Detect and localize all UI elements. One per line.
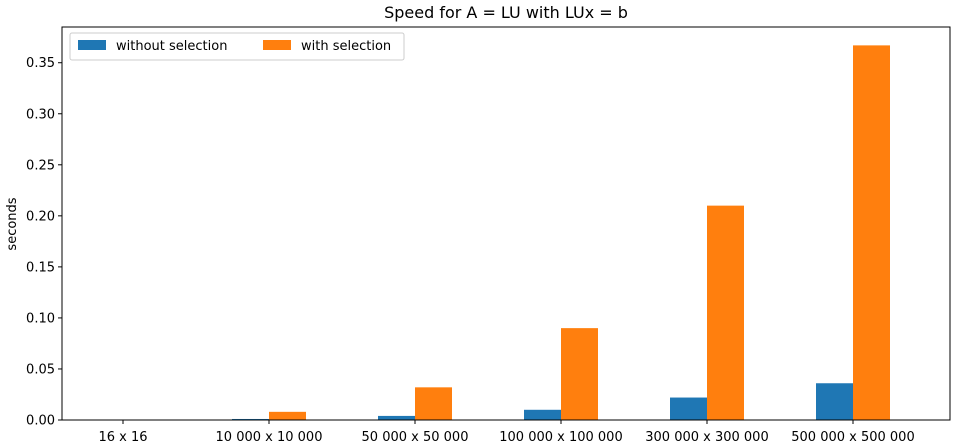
bar-without-selection <box>232 418 269 420</box>
bar-without-selection <box>378 415 415 420</box>
x-tick-label: 100 000 x 100 000 <box>499 430 622 445</box>
x-tick-label: 16 x 16 <box>98 430 147 445</box>
x-tick-label: 50 000 x 50 000 <box>362 430 469 445</box>
bar-with-selection <box>853 45 890 421</box>
legend-swatch <box>263 40 291 50</box>
legend-box <box>69 32 405 61</box>
y-axis-label: seconds <box>5 197 20 250</box>
y-tick-label: 0.20 <box>26 209 55 224</box>
bar-without-selection <box>670 397 707 420</box>
chart-title: Speed for A = LU with LUx = b <box>384 3 628 22</box>
bar-with-selection <box>269 411 306 420</box>
y-tick-label: 0.00 <box>26 414 55 429</box>
legend-label: without selection <box>116 39 227 54</box>
plot-area: 0.00 0.05 0.10 0.15 0.20 0.25 0.30 0.35 16 x 16 1… <box>26 45 915 445</box>
y-tick-label: 0.30 <box>26 107 55 122</box>
legend: without selection with selection <box>69 32 405 61</box>
y-tick-label: 0.05 <box>26 362 55 377</box>
y-tick-label: 0.35 <box>26 56 55 71</box>
x-tick-label: 300 000 x 300 000 <box>645 430 768 445</box>
legend-swatch <box>78 40 106 50</box>
bar-with-selection <box>415 387 452 420</box>
bar-with-selection <box>707 205 744 420</box>
bar-without-selection <box>816 383 853 420</box>
y-tick-label: 0.15 <box>26 260 55 275</box>
plot-frame <box>61 26 951 421</box>
bar-with-selection <box>561 328 598 420</box>
y-tick-label: 0.10 <box>26 311 55 326</box>
legend-label: with selection <box>301 39 391 54</box>
x-tick-label: 500 000 x 500 000 <box>791 430 914 445</box>
x-tick-label: 10 000 x 10 000 <box>216 430 323 445</box>
bar-without-selection <box>524 409 561 420</box>
y-tick-label: 0.25 <box>26 158 55 173</box>
